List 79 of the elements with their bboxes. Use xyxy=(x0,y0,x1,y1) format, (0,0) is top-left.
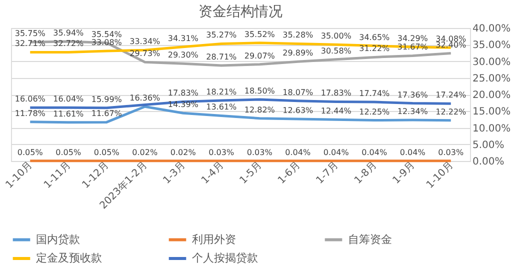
data-label: 0.02% xyxy=(132,148,158,157)
data-label: 0.03% xyxy=(438,148,464,157)
data-label: 16.36% xyxy=(130,94,161,103)
x-tick-label: 1-3月 xyxy=(161,160,188,186)
data-label: 35.94% xyxy=(53,28,84,38)
data-label: 11.67% xyxy=(91,109,122,118)
data-label: 33.34% xyxy=(130,37,161,46)
x-tick-label: 1-8月 xyxy=(352,160,380,186)
x-tick-label: 1-7月 xyxy=(314,160,341,186)
data-label: 18.50% xyxy=(244,86,276,96)
data-label: 17.83% xyxy=(320,88,352,98)
legend-label: 个人按揭贷款 xyxy=(192,252,258,264)
x-tick-label: 1-4月 xyxy=(200,160,226,186)
data-label: 12.44% xyxy=(320,106,352,116)
data-label: 12.82% xyxy=(244,105,276,114)
data-label: 34.29% xyxy=(397,34,428,43)
y-tick-label: 25.00% xyxy=(472,73,511,84)
data-label: 11.78% xyxy=(14,108,46,118)
data-label: 0.02% xyxy=(170,148,196,157)
data-label: 16.06% xyxy=(14,94,46,104)
data-label: 35.28% xyxy=(282,30,314,40)
data-label: 0.05% xyxy=(94,148,120,157)
data-label: 35.27% xyxy=(206,30,238,40)
data-label: 17.36% xyxy=(397,90,428,100)
data-label: 35.00% xyxy=(320,32,352,41)
data-label: 0.04% xyxy=(362,148,388,157)
data-label: 16.04% xyxy=(53,94,84,104)
legend-label: 定金及预收款 xyxy=(36,252,102,264)
data-label: 35.75% xyxy=(14,29,46,38)
y-tick-label: 30.00% xyxy=(472,56,511,68)
data-label: 30.58% xyxy=(320,46,352,56)
y-tick-label: 40.00% xyxy=(472,24,511,34)
data-label: 35.52% xyxy=(244,30,276,39)
y-tick-label: 10.00% xyxy=(472,123,511,134)
data-label: 32.40% xyxy=(436,40,467,50)
data-label: 29.89% xyxy=(282,48,314,58)
legend-label: 自筹资金 xyxy=(348,232,392,246)
data-label: 33.08% xyxy=(91,38,122,48)
data-label: 31.22% xyxy=(359,44,390,54)
legend-label: 利用外资 xyxy=(192,232,236,246)
data-label: 28.71% xyxy=(206,52,238,62)
data-label: 12.25% xyxy=(359,107,390,116)
data-label: 0.05% xyxy=(17,148,44,157)
data-label: 18.07% xyxy=(282,88,314,97)
data-label: 32.71% xyxy=(14,39,46,48)
y-tick-label: 15.00% xyxy=(472,106,511,118)
data-label: 12.34% xyxy=(397,106,428,116)
x-tick-label: 1-9月 xyxy=(390,160,418,186)
data-label: 11.61% xyxy=(53,109,84,118)
legend-label: 国内贷款 xyxy=(36,232,80,246)
y-tick-label: 20.00% xyxy=(472,90,511,101)
data-label: 29.73% xyxy=(130,49,161,58)
x-tick-label: 1-5月 xyxy=(238,160,264,186)
data-label: 35.54% xyxy=(91,30,122,39)
data-label: 29.07% xyxy=(244,51,276,60)
data-label: 0.04% xyxy=(400,148,426,157)
data-label: 17.24% xyxy=(436,90,467,100)
data-label: 29.30% xyxy=(168,50,199,60)
data-label: 0.03% xyxy=(246,148,273,157)
y-tick-label: 5.00% xyxy=(472,140,504,151)
y-tick-label: 35.00% xyxy=(472,40,511,52)
data-label: 0.03% xyxy=(208,148,234,157)
data-label: 13.61% xyxy=(206,102,238,112)
data-label: 18.21% xyxy=(206,87,238,96)
data-label: 12.22% xyxy=(436,107,467,116)
data-label: 17.83% xyxy=(168,88,199,98)
data-label: 0.04% xyxy=(323,148,350,157)
data-label: 0.05% xyxy=(56,148,82,157)
data-label: 15.99% xyxy=(91,94,122,104)
data-label: 0.04% xyxy=(285,148,311,157)
data-label: 12.63% xyxy=(282,106,314,116)
data-label: 14.39% xyxy=(168,100,199,110)
data-label: 34.31% xyxy=(168,34,199,43)
chart-title: 资金结构情况 xyxy=(198,4,282,20)
y-tick-label: 0.00% xyxy=(472,156,504,168)
data-label: 34.65% xyxy=(359,32,390,42)
data-label: 32.72% xyxy=(53,39,84,48)
data-label: 17.74% xyxy=(359,89,390,98)
x-tick-label: 1-6月 xyxy=(276,160,303,186)
